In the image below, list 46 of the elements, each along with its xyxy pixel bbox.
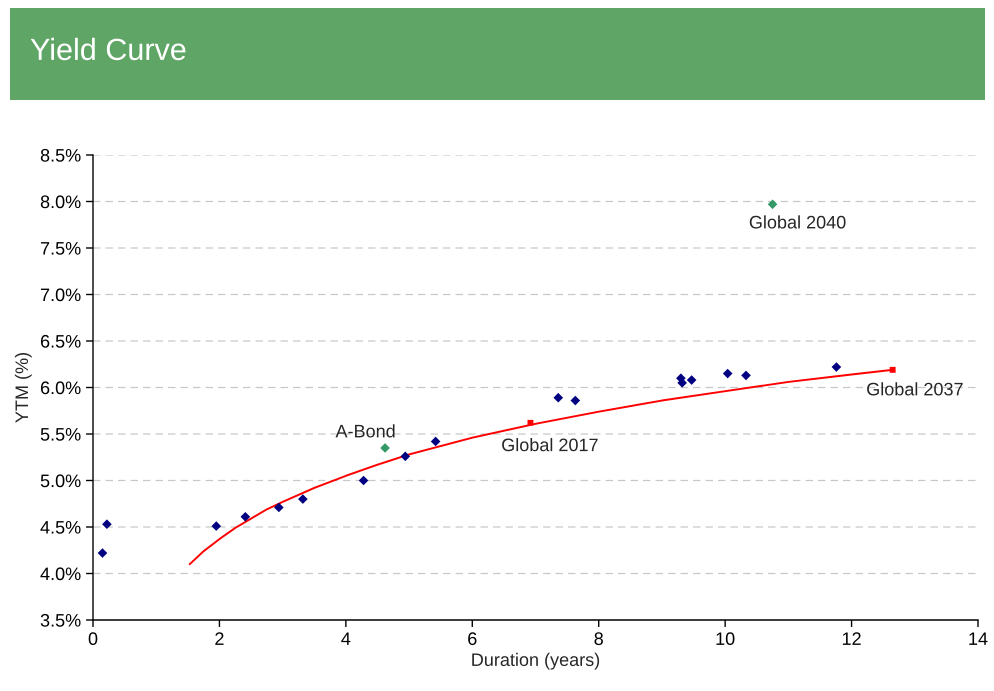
x-tick-label: 10: [716, 632, 734, 646]
y-tick-label: 6.0%: [40, 381, 81, 394]
point: [98, 548, 108, 558]
annotation: Global 2017: [502, 438, 598, 452]
x-tick-label: 6: [468, 632, 477, 646]
point: [890, 366, 896, 373]
y-tick-label: 6.5%: [40, 334, 81, 348]
y-tick-label: 5.0%: [40, 474, 81, 488]
x-tick-label: 8: [594, 632, 603, 646]
y-axis-title: YTM (%): [14, 353, 32, 423]
point: [298, 494, 308, 504]
x-tick-label: 2: [215, 632, 224, 645]
y-tick-label: 8.0%: [40, 195, 81, 208]
point: [741, 370, 751, 380]
point: [102, 519, 112, 530]
point: [430, 436, 440, 446]
x-tick-label: 12: [842, 632, 861, 645]
y-tick-label: 7.0%: [40, 288, 81, 302]
annotation: A-Bond: [336, 424, 395, 438]
point: [380, 443, 390, 453]
y-tick-label: 7.5%: [40, 242, 81, 255]
point: [358, 476, 368, 486]
point: [722, 368, 732, 378]
x-tick-label: 0: [88, 632, 98, 646]
point: [570, 396, 580, 406]
point: [832, 362, 842, 372]
y-tick-label: 5.5%: [40, 428, 81, 441]
y-tick-label: 4.5%: [40, 521, 81, 534]
point: [677, 378, 687, 388]
x-axis-title: Duration (years): [472, 652, 600, 670]
y-tick-label: 4.0%: [40, 567, 81, 580]
point: [400, 452, 410, 462]
chart-title: Yield Curve: [30, 38, 186, 60]
point: [768, 199, 778, 210]
annotation: Global 2040: [750, 215, 846, 229]
y-tick-label: 8.5%: [40, 148, 81, 162]
x-tick-label: 4: [341, 632, 350, 645]
point: [686, 375, 696, 385]
point: [553, 392, 564, 403]
x-tick-label: 14: [969, 632, 988, 645]
point: [274, 502, 284, 512]
y-tick-label: 3.5%: [40, 614, 81, 627]
point: [240, 512, 250, 522]
point: [527, 420, 534, 426]
point: [211, 521, 222, 531]
annotation: Global 2037: [867, 382, 963, 396]
